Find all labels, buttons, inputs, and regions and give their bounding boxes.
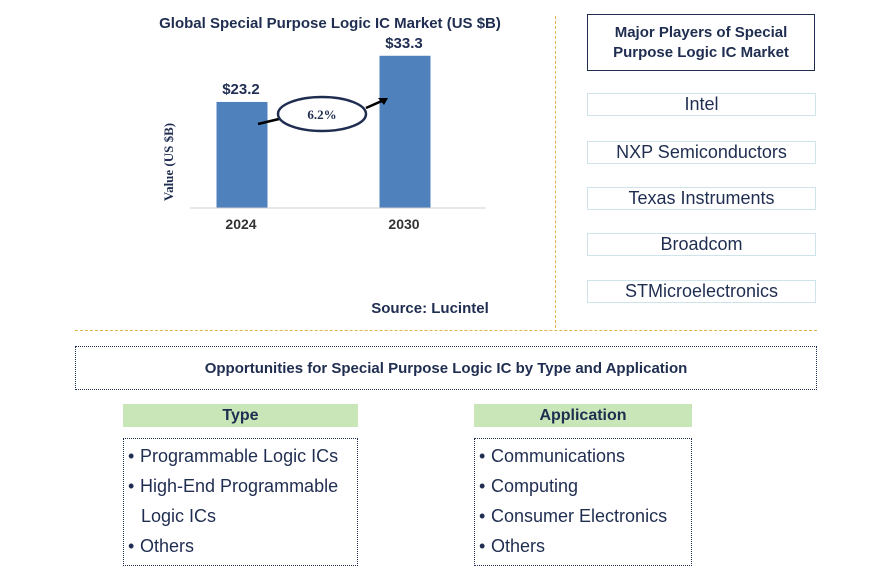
- chart-title: Global Special Purpose Logic IC Market (…: [159, 15, 501, 32]
- x-tick-label: 2024: [225, 216, 256, 232]
- player-item: STMicroelectronics: [587, 280, 816, 303]
- source-label: Source: Lucintel: [371, 300, 489, 317]
- growth-annotation: 6.2%: [257, 95, 388, 133]
- list-item: • Computing: [479, 476, 579, 496]
- bar-2024: [216, 101, 268, 208]
- x-tick-label: 2030: [388, 216, 419, 232]
- data-label: $23.2: [222, 81, 260, 98]
- bar-2030: [379, 55, 431, 209]
- growth-rate-label: 6.2%: [307, 107, 336, 122]
- list-item: • Communications: [479, 446, 626, 466]
- application-list: • Communications • Computing • Consumer Ele…: [474, 438, 692, 566]
- player-item: Broadcom: [587, 233, 816, 256]
- list-item: • Programmable Logic ICs: [128, 446, 339, 466]
- list-item: • High-End Programmable Logic ICs: [128, 476, 339, 526]
- player-item: Texas Instruments: [587, 187, 816, 210]
- y-axis-label: Value (US $B): [161, 123, 176, 201]
- horizontal-divider: [75, 330, 817, 331]
- type-list: • Programmable Logic ICs • High-End Progra…: [123, 438, 358, 566]
- list-item: • Consumer Electronics: [479, 506, 668, 526]
- list-item: • Others: [128, 536, 195, 556]
- players-title: Major Players of Special Purpose Logic I…: [587, 14, 815, 71]
- opportunities-title: Opportunities for Special Purpose Logic …: [75, 346, 817, 390]
- application-header: Application: [474, 404, 692, 427]
- chart: $23.2 2024 $33.3 2030 Value (US $B) 6.2%: [161, 35, 486, 232]
- type-header: Type: [123, 404, 358, 427]
- vertical-divider: [555, 16, 556, 328]
- player-item: NXP Semiconductors: [587, 141, 816, 164]
- data-label: $33.3: [385, 35, 423, 52]
- list-item: • Others: [479, 536, 546, 556]
- player-item: Intel: [587, 93, 816, 116]
